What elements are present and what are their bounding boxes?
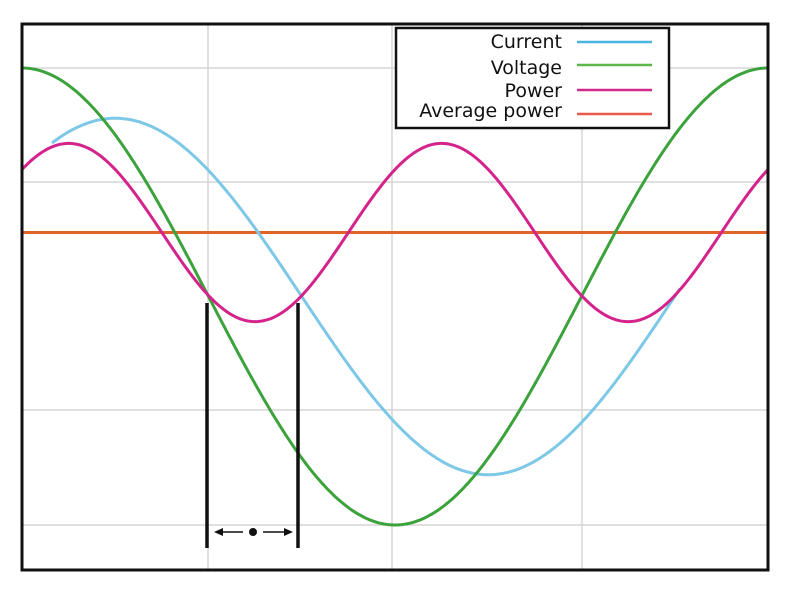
legend-label: Power [505, 80, 563, 102]
double-arrow-icon [214, 528, 293, 536]
legend-label: Voltage [491, 57, 562, 79]
interval-markers [205, 303, 300, 548]
legend-item-average-power: Average power [419, 100, 652, 122]
legend: Current Voltage Power Average power [394, 26, 671, 130]
plot-frame [20, 22, 770, 572]
legend-box [394, 26, 671, 130]
legend-item-power: Power [505, 80, 652, 102]
series-voltage [22, 66, 768, 527]
plot-series [20, 66, 770, 527]
series-power [20, 141, 770, 324]
series-current [51, 116, 682, 477]
legend-item-voltage: Voltage [491, 57, 652, 79]
legend-item-current: Current [491, 31, 652, 53]
legend-label: Average power [419, 100, 562, 122]
legend-label: Current [491, 31, 562, 53]
